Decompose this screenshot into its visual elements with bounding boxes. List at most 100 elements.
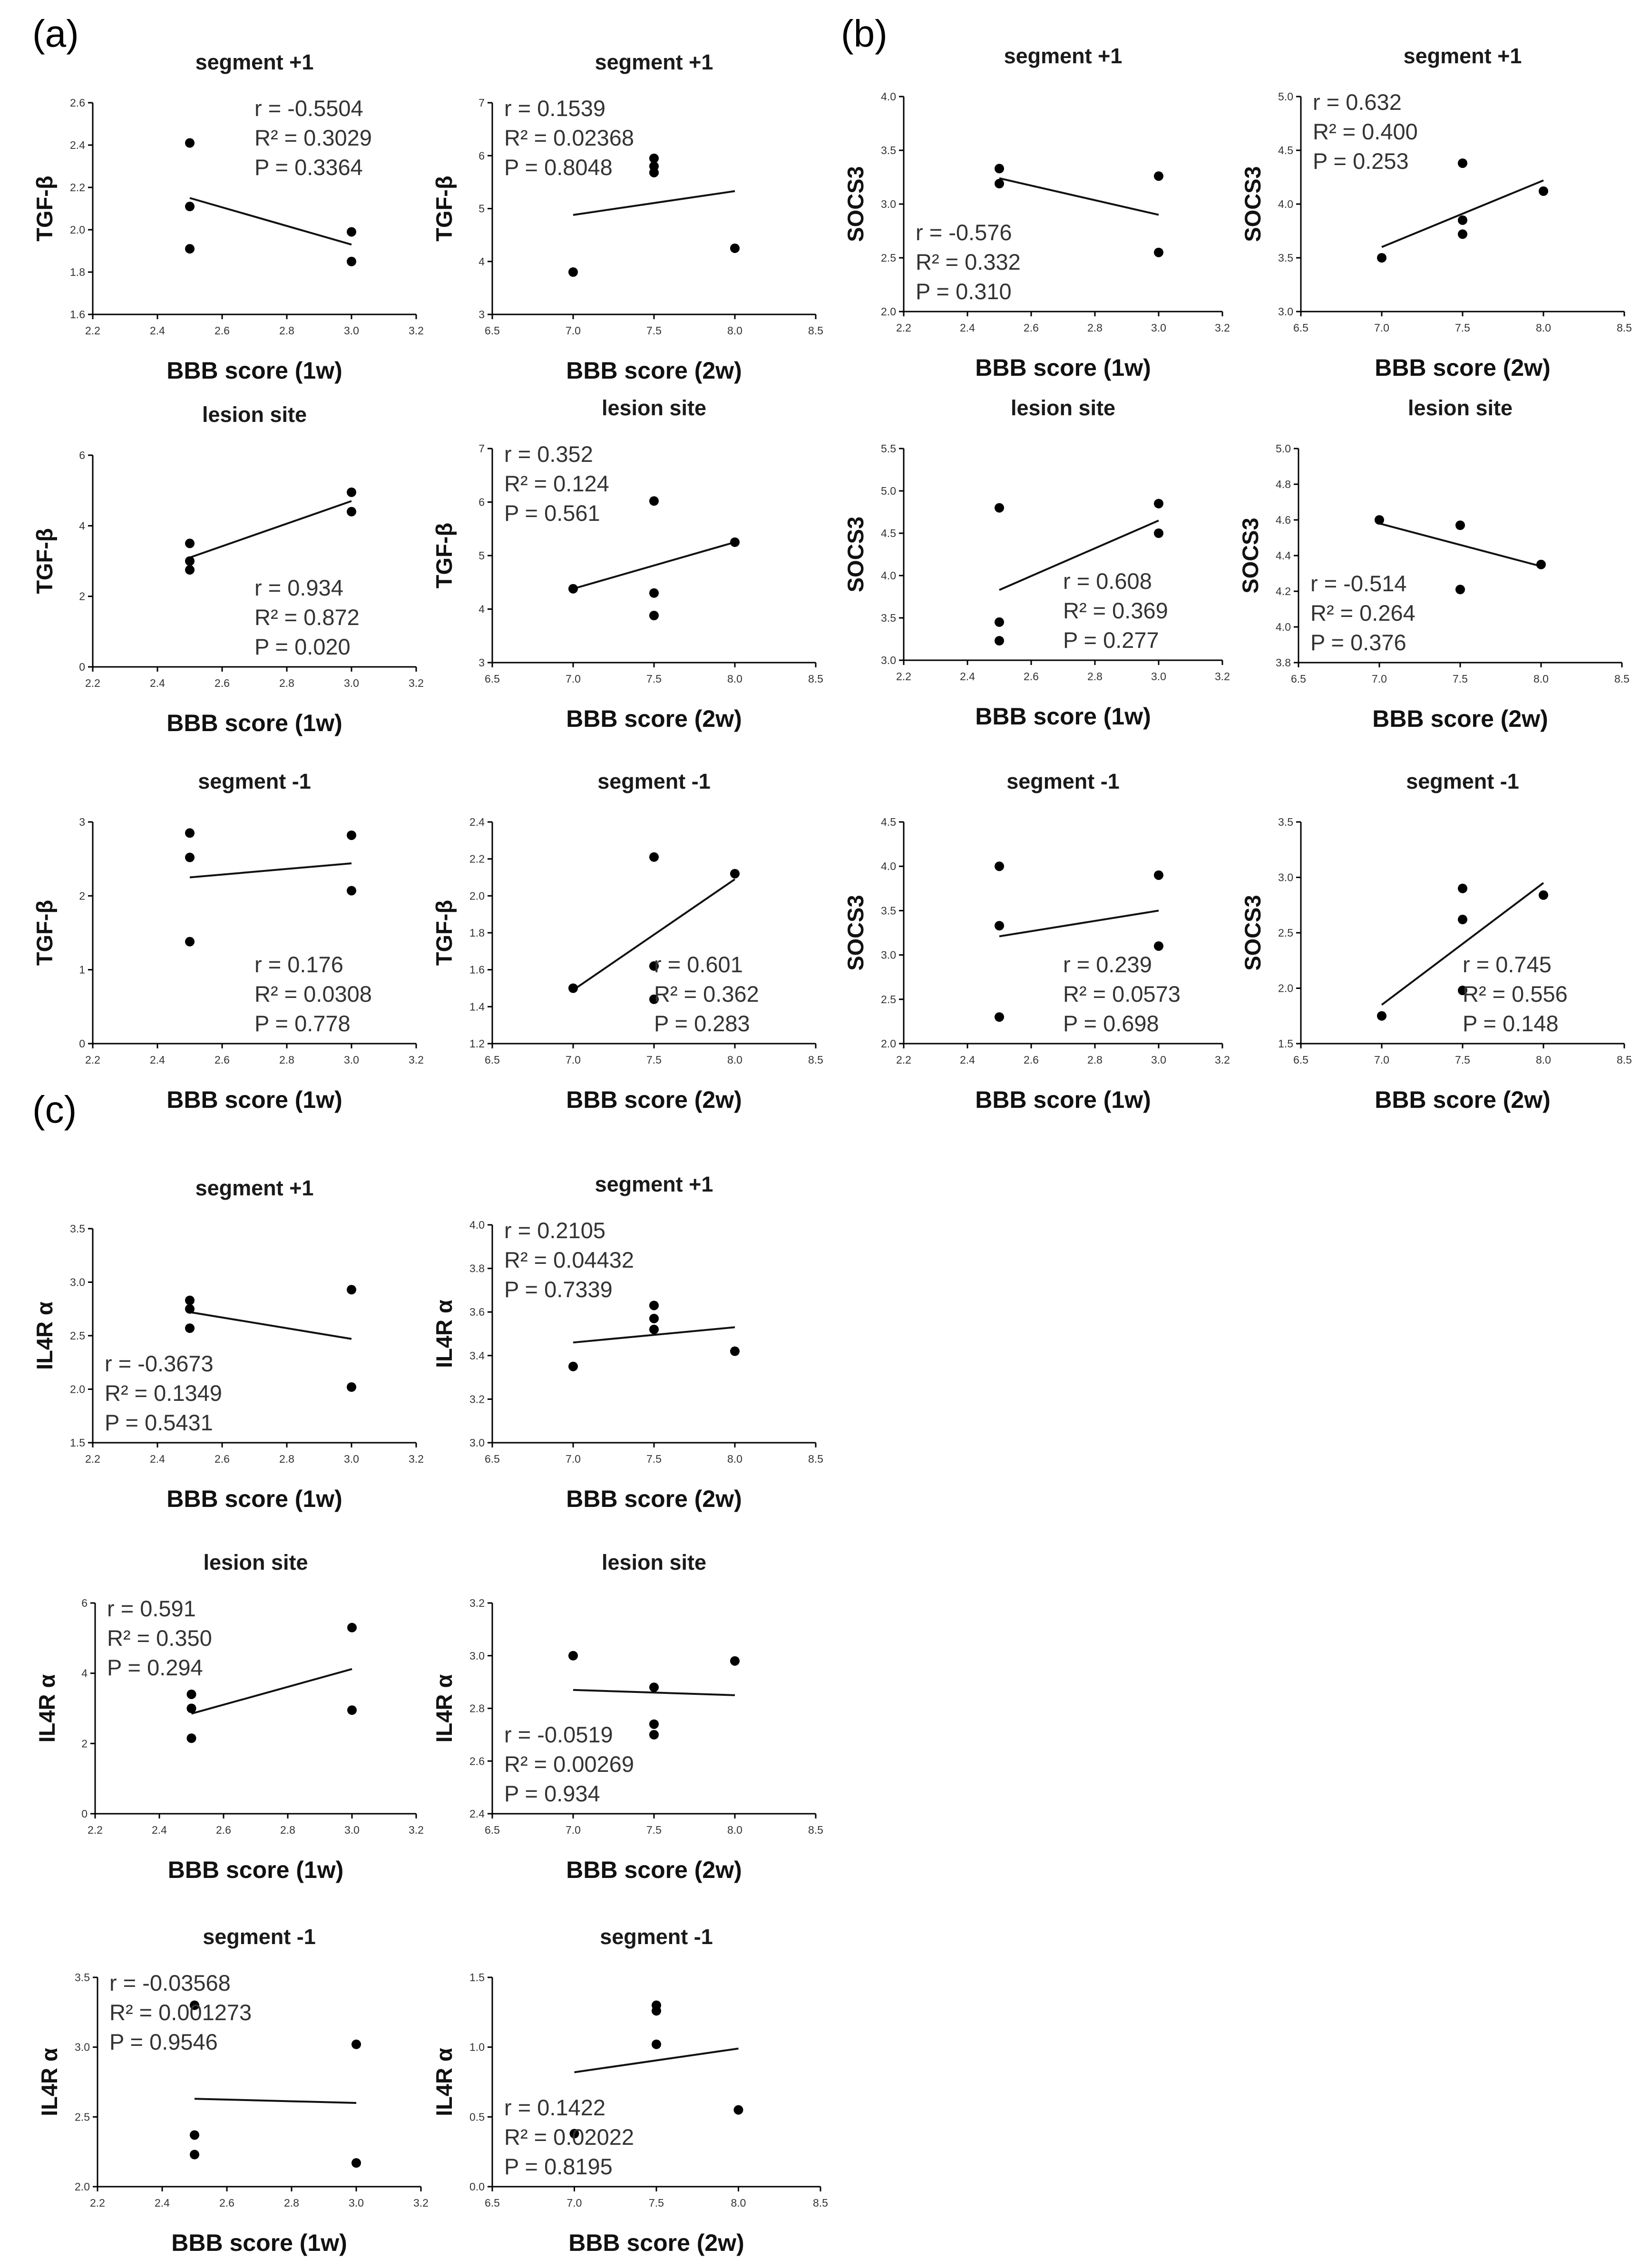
x-tick-label: 2.4 (150, 1054, 165, 1066)
y-tick-label: 2.6 (70, 97, 85, 109)
stat-annotation: P = 0.376 (1310, 630, 1406, 655)
y-axis-label: IL4R α (37, 2048, 62, 2116)
stat-annotation: r = 0.632 (1313, 89, 1402, 115)
y-tick-label: 2.5 (70, 1330, 85, 1342)
y-tick-label: 2.0 (75, 2180, 90, 2193)
x-tick-label: 2.8 (279, 1054, 294, 1066)
data-point (649, 1730, 659, 1740)
y-tick-label: 3.4 (469, 1349, 485, 1362)
data-point (649, 153, 659, 163)
y-tick-label: 3.6 (469, 1306, 485, 1318)
chart-title: lesion site (1408, 396, 1513, 420)
charts-container: 2.2 2.4 2.6 2.8 3.0 3.21.61.82.02.22.42.6segm… (32, 44, 1632, 2256)
data-point (190, 2150, 199, 2160)
x-tick-label: 7.0 (566, 673, 581, 685)
data-point (649, 1313, 659, 1323)
data-point (1377, 1011, 1386, 1021)
data-point (186, 1689, 196, 1699)
x-tick-label: 7.0 (566, 1453, 581, 1465)
y-tick-label: 2 (81, 1737, 88, 1750)
y-tick-label: 1.5 (70, 1437, 85, 1449)
data-point (347, 1285, 356, 1295)
stat-annotation: R² = 0.0308 (254, 981, 372, 1007)
x-tick-label: 2.4 (155, 2197, 170, 2209)
x-axis-label: BBB score (1w) (166, 710, 342, 736)
stat-annotation: r = 0.1539 (504, 96, 605, 121)
y-tick-label: 1.6 (469, 964, 485, 976)
data-point (649, 1719, 659, 1729)
y-tick-label: 1.8 (469, 927, 485, 939)
data-point (1455, 585, 1465, 595)
y-tick-label: 3.0 (469, 1437, 485, 1449)
x-tick-label: 6.5 (485, 1453, 500, 1465)
y-tick-label: 3.5 (70, 1222, 85, 1235)
stat-annotation: r = 0.239 (1063, 952, 1152, 977)
y-tick-label: 3.0 (881, 654, 896, 666)
data-point (730, 243, 740, 253)
data-point (185, 244, 195, 254)
chart-title: segment -1 (597, 769, 711, 793)
y-tick-label: 2 (79, 890, 85, 902)
x-axis-label: BBB score (2w) (566, 357, 742, 384)
y-axis-label: TGF-β (431, 523, 457, 588)
x-tick-label: 7.0 (566, 1054, 581, 1066)
stat-annotation: R² = 0.00269 (504, 1751, 634, 1777)
data-point (649, 588, 659, 598)
y-tick-label: 5.0 (1276, 442, 1291, 455)
y-tick-label: 3 (478, 656, 485, 669)
x-tick-label: 2.4 (150, 324, 165, 337)
stat-annotation: R² = 0.1349 (105, 1380, 222, 1406)
data-point (730, 1346, 740, 1356)
y-tick-label: 3.5 (881, 612, 896, 624)
data-point (1539, 890, 1548, 900)
x-axis-label: BBB score (1w) (975, 703, 1151, 730)
data-point (1154, 499, 1163, 508)
x-tick-label: 7.5 (1453, 673, 1468, 685)
stat-annotation: r = 0.745 (1463, 952, 1552, 977)
stat-annotation: r = 0.176 (254, 952, 343, 977)
data-point (1536, 559, 1546, 569)
regression-line (573, 541, 735, 590)
scatter-chart-18: 6.5 7.0 7.5 8.0 8.5 0.0 0.5 1.0 1.5 segment -1 BBB… (431, 1925, 828, 2256)
scatter-chart-9: 2.2 2.4 2.6 2.8 3.0 3.2 0 1 2 3 segment -1 BBB scor… (32, 769, 424, 1113)
y-tick-label: 4.2 (1276, 585, 1291, 597)
x-axis-label: BBB score (1w) (171, 2229, 347, 2256)
data-point (351, 2039, 361, 2049)
data-point (1458, 215, 1467, 225)
data-point (347, 886, 356, 896)
scatter-chart-10: 6.5 7.0 7.5 8.0 8.5 1.2 1.4 1.6 1.8 2.0 2.2 2.4 segm… (431, 769, 823, 1113)
scatter-chart-2: 6.5 7.0 7.5 8.0 8.5 3 4 5 6 7 segment +1 BBB score … (431, 50, 823, 384)
y-tick-label: 1.6 (70, 308, 85, 321)
x-tick-label: 3.2 (1215, 1054, 1230, 1066)
stat-annotation: r = -0.03568 (109, 1970, 231, 1995)
data-point (186, 1703, 196, 1713)
y-axis-label: SOCS3 (843, 517, 868, 592)
scatter-chart-17: 2.2 2.4 2.6 2.8 3.0 3.2 2.0 2.5 3.0 3.5 segment -1… (37, 1925, 429, 2256)
data-point (649, 611, 659, 620)
data-point (1154, 941, 1163, 951)
stat-annotation: P = 0.294 (107, 1655, 203, 1680)
y-tick-label: 0.0 (469, 2180, 485, 2193)
chart-title: segment -1 (198, 769, 311, 793)
x-tick-label: 2.2 (88, 1824, 103, 1836)
chart-title: lesion site (1011, 396, 1115, 420)
x-tick-label: 2.4 (152, 1824, 167, 1836)
x-tick-label: 7.0 (566, 1824, 581, 1836)
y-axis-label: SOCS3 (843, 895, 868, 970)
x-tick-label: 7.5 (646, 1824, 662, 1836)
scatter-chart-14: 6.5 7.0 7.5 8.0 8.5 3.0 3.2 3.4 3.6 3.8 4.0 segment… (431, 1172, 823, 1512)
data-point (1455, 520, 1465, 530)
x-tick-label: 2.2 (85, 1453, 100, 1465)
y-tick-label: 6 (478, 149, 485, 162)
x-tick-label: 3.2 (409, 1453, 424, 1465)
y-tick-label: 3.0 (469, 1650, 485, 1662)
data-point (649, 167, 659, 177)
x-axis-label: BBB score (2w) (568, 2229, 744, 2256)
panel-label-a: (a) (32, 12, 79, 55)
y-tick-label: 2.4 (469, 816, 485, 828)
y-tick-label: 5.0 (881, 485, 896, 497)
x-tick-label: 6.5 (1293, 1054, 1308, 1066)
stat-annotation: r = -0.3673 (105, 1351, 214, 1376)
stat-annotation: r = 0.591 (107, 1596, 196, 1621)
x-tick-label: 6.5 (1291, 673, 1306, 685)
